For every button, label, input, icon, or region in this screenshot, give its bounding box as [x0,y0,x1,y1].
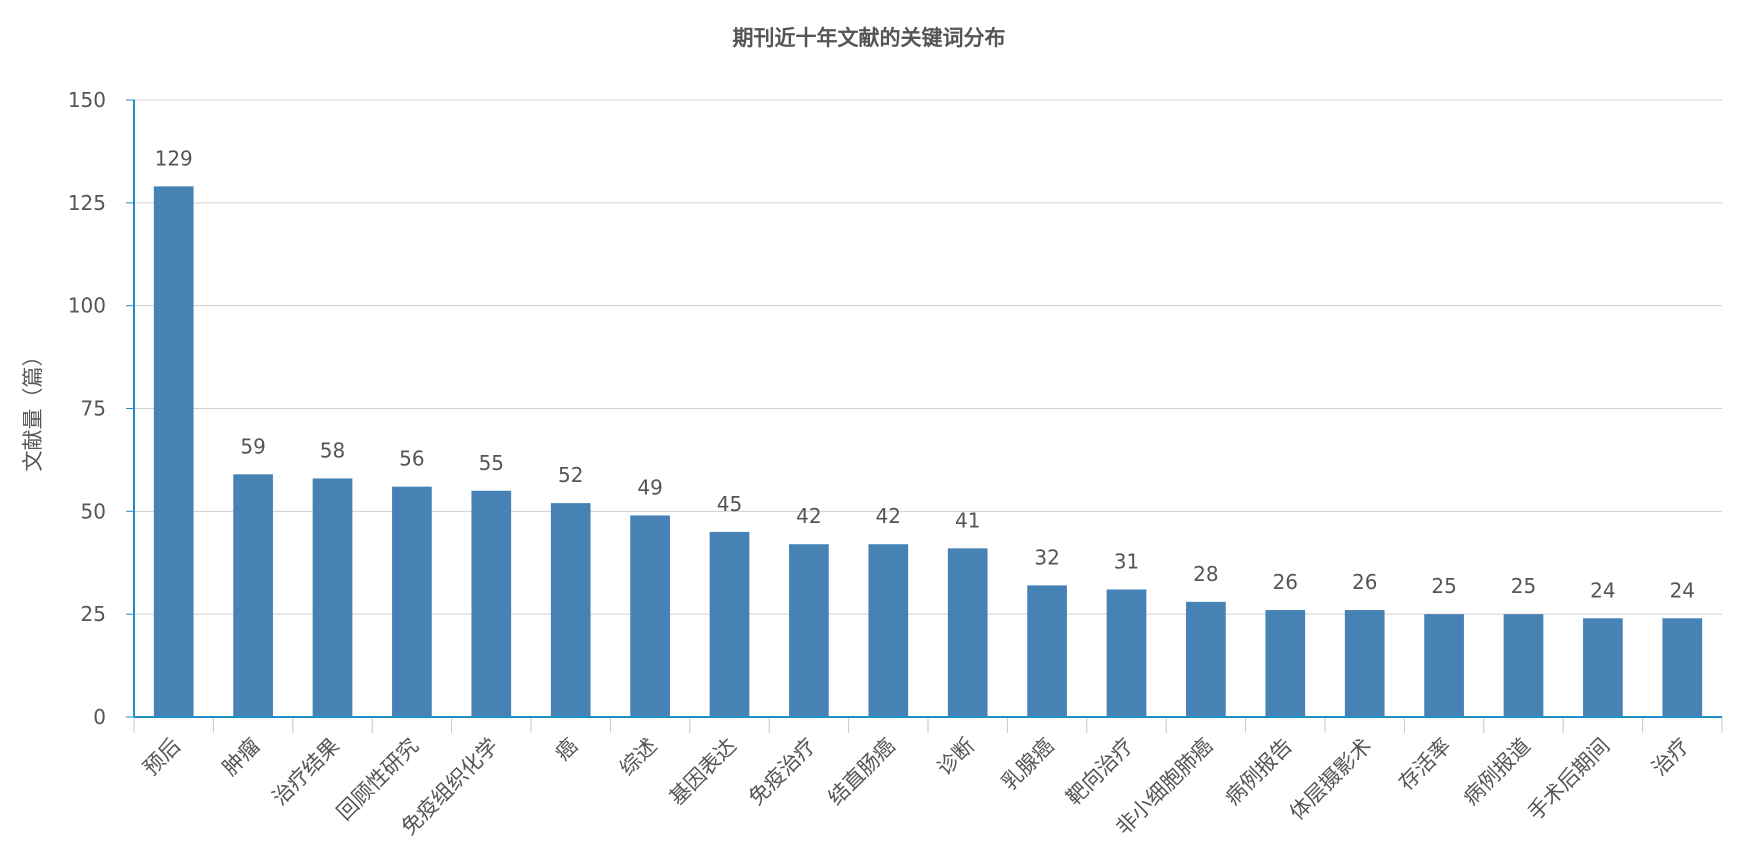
data-label: 32 [1034,545,1059,569]
x-tick-label: 肿瘤 [218,734,265,781]
x-tick-label: 癌 [550,734,582,766]
x-tick-label: 乳腺癌 [997,734,1059,796]
bar [630,515,670,717]
bar [1265,610,1306,717]
y-tick-label: 125 [68,191,106,215]
x-tick-label: 综述 [615,734,662,781]
bar [1662,618,1703,717]
y-axis-ticks: 0 25 50 75 100 125 150 [68,88,134,729]
x-tick-label: 结直肠癌 [823,734,899,810]
x-tick-label: 存活率 [1394,734,1456,796]
data-label: 41 [955,508,980,532]
x-tick-label: 免疫治疗 [744,734,820,810]
data-label: 56 [399,447,424,471]
y-tick-label: 0 [93,705,106,729]
bar [1424,614,1464,717]
data-label: 42 [876,504,901,528]
data-label: 42 [796,504,821,528]
bar [392,486,432,717]
data-label: 55 [479,451,504,475]
data-label: 31 [1114,549,1139,573]
chart-title: 期刊近十年文献的关键词分布 [732,26,1006,50]
y-tick-label: 25 [81,602,106,626]
y-tick-label: 100 [68,294,106,318]
bar [709,531,750,717]
bar [1583,618,1623,717]
bar [312,478,353,717]
data-label: 25 [1511,574,1536,598]
x-tick-label: 诊断 [933,734,980,781]
data-label: 59 [240,434,265,458]
x-tick-label: 靶向治疗 [1062,734,1138,810]
bar [868,544,909,717]
bars [153,186,1703,717]
bar [947,548,988,717]
data-label: 52 [558,463,583,487]
value-labels: 129 59 58 56 55 52 49 45 42 42 41 32 31 28 26 26 25 25 24 2… [155,146,1695,602]
x-tick-label: 治疗 [1647,734,1694,781]
data-label: 129 [155,146,193,170]
data-label: 25 [1431,574,1456,598]
x-tick-label: 基因表达 [665,734,741,810]
y-tick-label: 50 [81,499,106,523]
bar [1503,614,1544,717]
data-label: 49 [637,475,662,499]
bar [1186,601,1226,717]
bar [789,544,829,717]
y-axis-title: 文献量（篇） [21,346,45,472]
data-label: 24 [1590,578,1615,602]
x-tick-label: 手术后期间 [1523,734,1614,825]
bar [471,490,512,717]
data-label: 24 [1670,578,1695,602]
bar [550,503,591,717]
gridlines [134,99,1722,615]
data-label: 28 [1193,562,1218,586]
x-axis-ticks: 预后 肿瘤 治疗结果回顾性研究免疫组织化学癌综述 基因表达 免疫治疗 结直肠癌 诊断 乳腺癌靶… [133,717,1723,840]
x-tick-label: 病例报道 [1459,734,1535,810]
bar [233,474,273,717]
data-label: 26 [1352,570,1377,594]
data-label: 26 [1273,570,1298,594]
x-tick-label: 体层摄影术 [1285,734,1376,825]
x-tick-label: 治疗结果 [268,734,344,810]
bar [153,186,194,717]
bar [1027,585,1067,717]
bar [1344,610,1385,717]
y-tick-label: 75 [81,397,106,421]
bar [1106,589,1147,717]
x-tick-label: 预后 [139,734,186,781]
y-tick-label: 150 [68,88,106,112]
x-tick-label: 病例报告 [1220,734,1296,810]
data-label: 58 [320,438,345,462]
data-label: 45 [717,492,742,516]
